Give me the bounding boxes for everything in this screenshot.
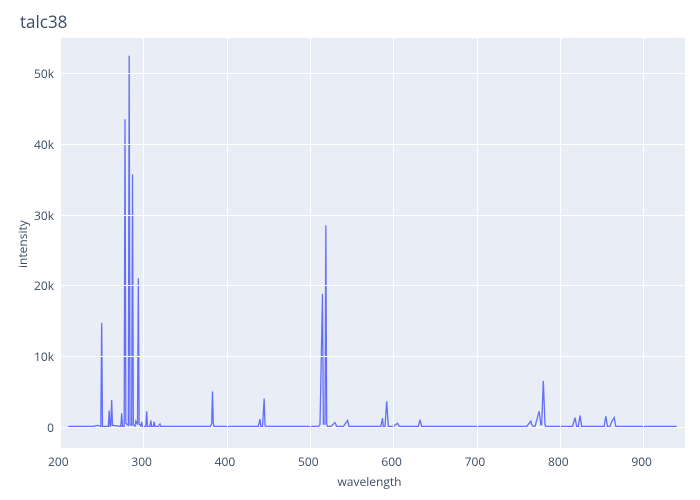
vgridline xyxy=(477,38,478,448)
x-tick-label: 600 xyxy=(381,453,402,470)
vgridline xyxy=(643,38,644,448)
y-axis-label: intensity xyxy=(14,220,31,268)
y-tick-label: 50k xyxy=(34,65,54,82)
vgridline xyxy=(60,38,61,448)
vgridline xyxy=(560,38,561,448)
hgridline xyxy=(60,144,685,145)
hgridline xyxy=(60,427,685,428)
x-tick-label: 400 xyxy=(215,453,236,470)
spectrum-line xyxy=(68,56,676,427)
x-tick-label: 900 xyxy=(631,453,652,470)
y-tick-label: 10k xyxy=(34,348,54,365)
y-tick-label: 40k xyxy=(34,136,54,153)
x-tick-label: 200 xyxy=(48,453,69,470)
hgridline xyxy=(60,285,685,286)
hgridline xyxy=(60,215,685,216)
x-tick-label: 800 xyxy=(548,453,569,470)
x-tick-label: 300 xyxy=(131,453,152,470)
x-axis-label: wavelength xyxy=(338,473,402,490)
vgridline xyxy=(143,38,144,448)
chart-container: talc38 wavelength intensity 200300400500… xyxy=(0,0,700,500)
y-tick-label: 0 xyxy=(47,419,54,436)
vgridline xyxy=(310,38,311,448)
y-tick-label: 30k xyxy=(34,207,54,224)
hgridline xyxy=(60,356,685,357)
x-tick-label: 700 xyxy=(465,453,486,470)
y-tick-label: 20k xyxy=(34,277,54,294)
x-tick-label: 500 xyxy=(298,453,319,470)
vgridline xyxy=(227,38,228,448)
hgridline xyxy=(60,73,685,74)
vgridline xyxy=(393,38,394,448)
spectrum-line-svg xyxy=(0,0,700,500)
